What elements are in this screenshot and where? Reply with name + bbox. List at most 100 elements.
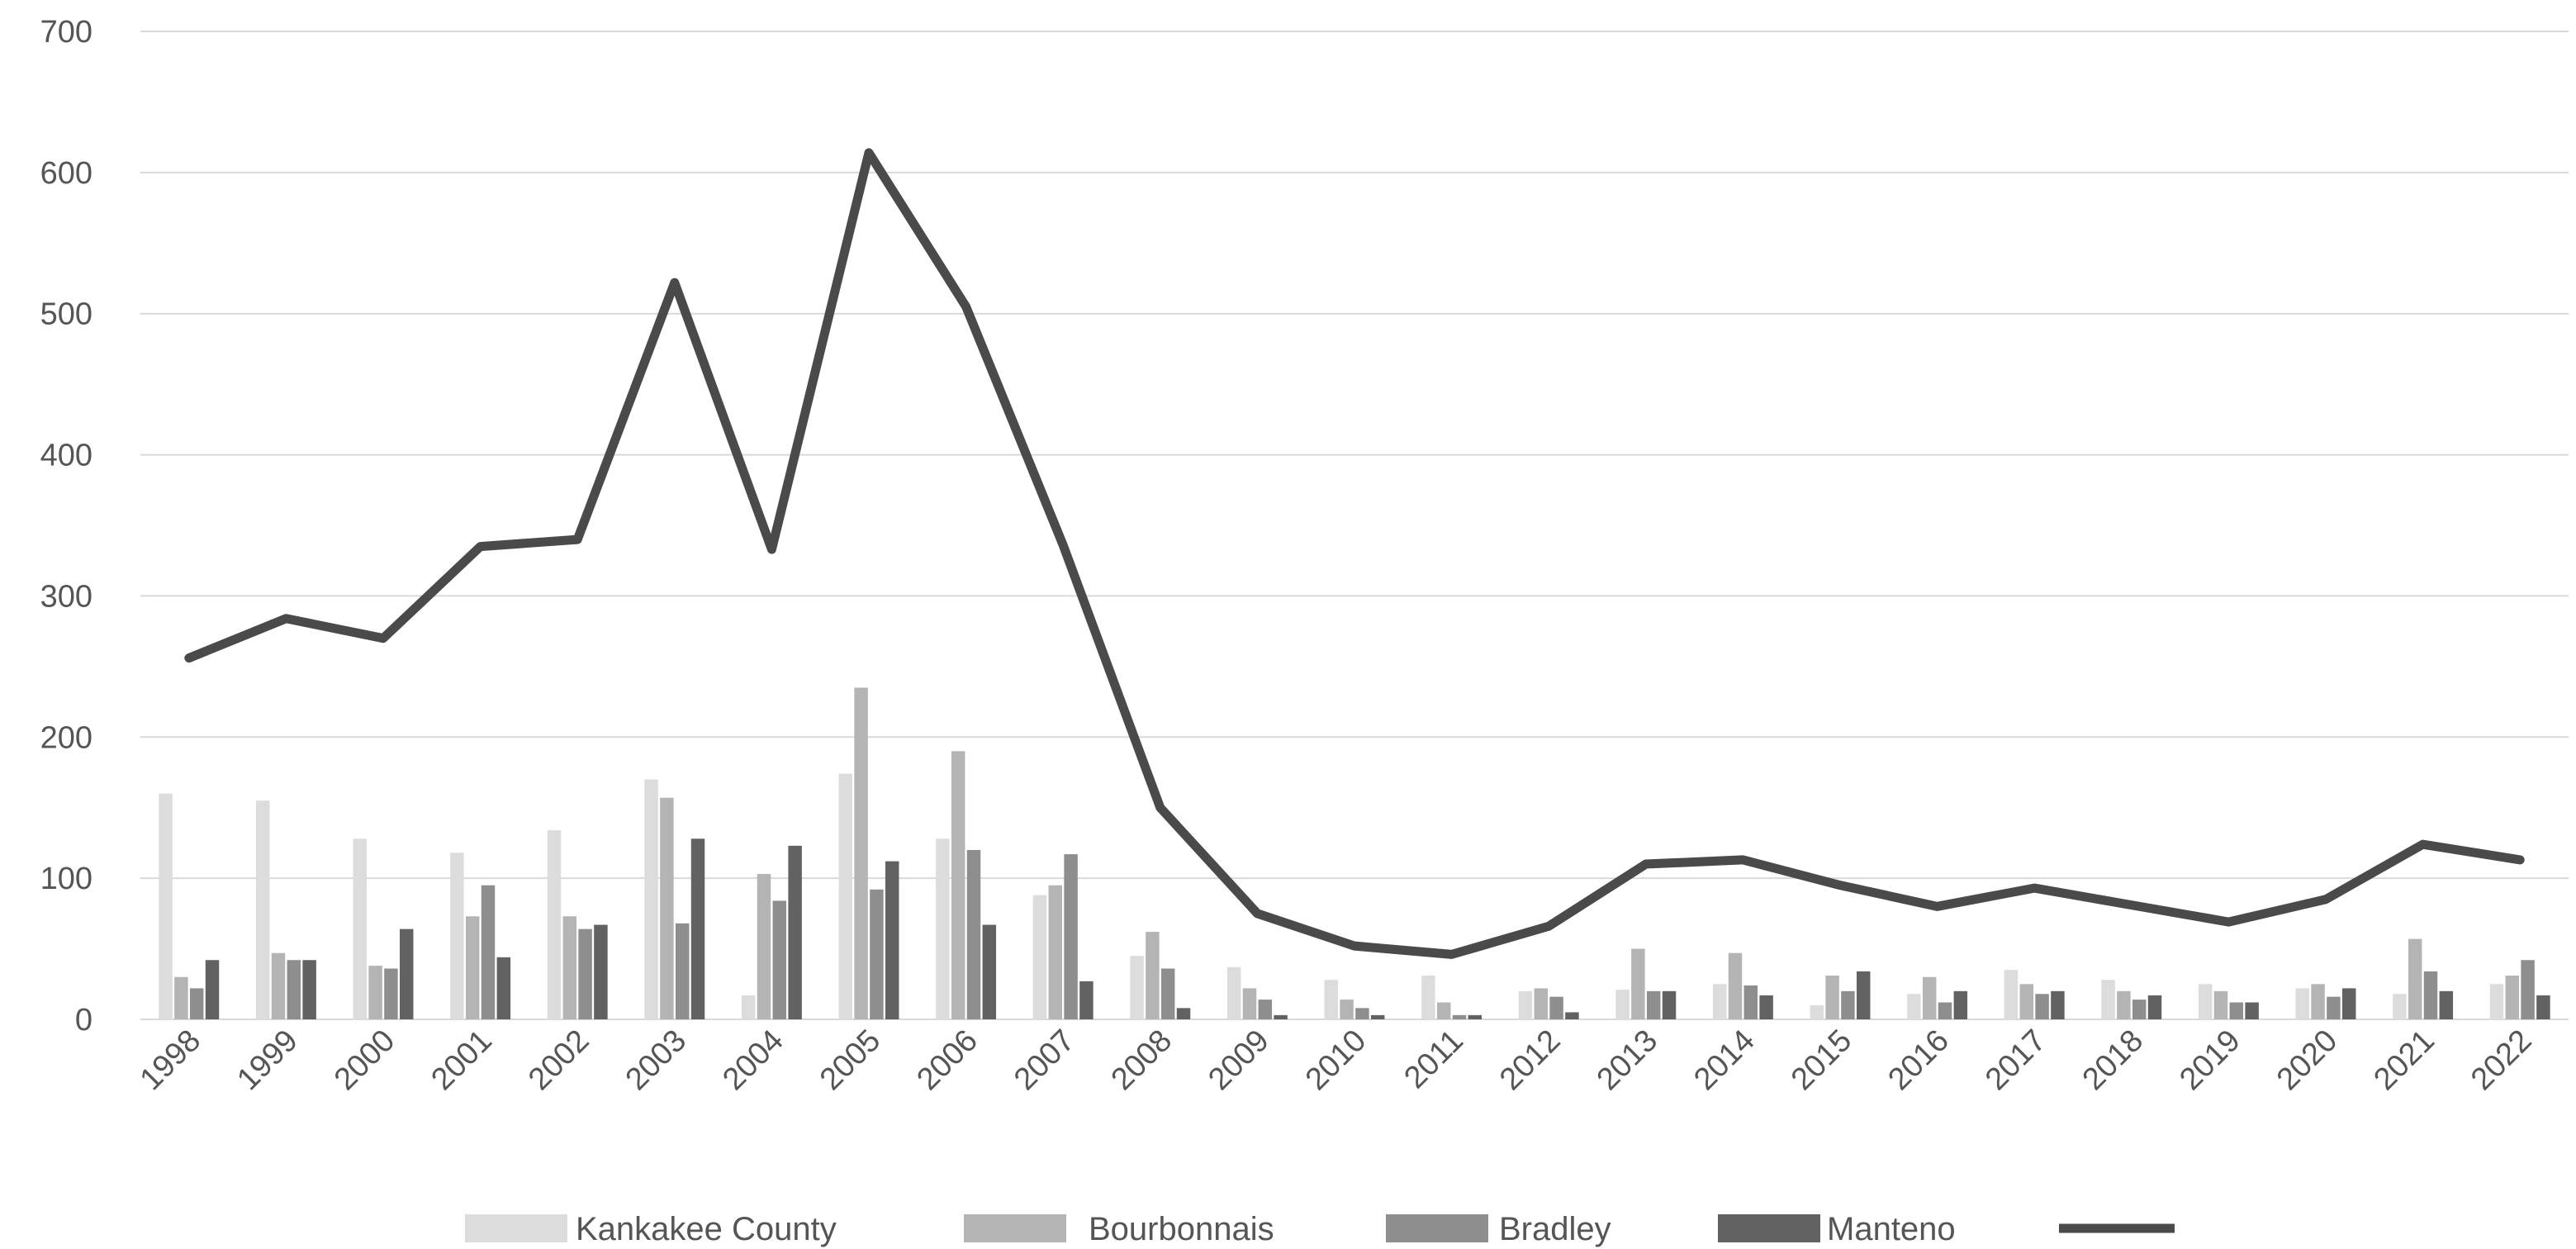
bar (1452, 1014, 1467, 1019)
legend-item: Kankakee County (465, 1211, 837, 1247)
bar (2132, 1000, 2147, 1019)
bar (1160, 968, 1175, 1019)
bar (1079, 981, 1093, 1019)
bar (870, 889, 884, 1019)
x-tick-label: 2018 (2076, 1023, 2150, 1097)
bar (1728, 952, 1743, 1019)
bar (838, 773, 853, 1019)
x-tick-label: 2020 (2270, 1023, 2344, 1097)
bar (2019, 984, 2034, 1019)
bar (1953, 990, 1968, 1019)
bar (302, 960, 316, 1019)
bar (2117, 990, 2131, 1019)
bar (1615, 990, 1630, 1019)
bar (1355, 1008, 1369, 1019)
y-axis-tick-labels: 0 100 200 300 400 500 600 700 (40, 15, 93, 1038)
x-tick-label: 1998 (134, 1023, 207, 1097)
bar (2245, 1002, 2259, 1019)
bar (1242, 988, 1257, 1019)
bar (1032, 895, 1047, 1019)
bar-series-bourbonnais (174, 687, 2520, 1019)
bar (2101, 980, 2115, 1019)
bar (481, 885, 496, 1019)
bar (2311, 984, 2325, 1019)
bar (1810, 1004, 1824, 1019)
x-tick-label: 2017 (1979, 1023, 2052, 1097)
bar (1856, 971, 1871, 1019)
bar (1258, 1000, 1273, 1019)
x-tick-label: 2022 (2465, 1023, 2538, 1097)
bar (1938, 1002, 1952, 1019)
legend-label: Bradley (1499, 1211, 1611, 1247)
bar (2423, 971, 2438, 1019)
legend-swatch (1718, 1214, 1820, 1242)
bar-series-manteno (205, 838, 2550, 1019)
bar (1922, 976, 1937, 1019)
bar (1743, 985, 1758, 1019)
bar (465, 916, 480, 1019)
x-tick-label: 2005 (814, 1023, 887, 1097)
bar (205, 960, 220, 1019)
x-tick-label: 2006 (910, 1023, 984, 1097)
bar (772, 900, 787, 1019)
bar (1226, 966, 1241, 1019)
x-tick-label: 2011 (1397, 1023, 1469, 1095)
bar (1518, 990, 1533, 1019)
bar (1176, 1008, 1191, 1019)
bar (2439, 990, 2454, 1019)
bar (353, 838, 368, 1019)
bar (2521, 960, 2535, 1019)
bar (757, 874, 771, 1019)
x-tick-label: 2019 (2173, 1023, 2246, 1097)
bar (1324, 980, 1339, 1019)
x-tick-label: 2014 (1687, 1023, 1761, 1097)
bar (1436, 1002, 1451, 1019)
bar (2489, 984, 2504, 1019)
bar (1549, 996, 1563, 1019)
bar-series-bradley (189, 849, 2535, 1019)
bar (159, 793, 173, 1019)
legend-swatch (964, 1214, 1066, 1242)
bar (562, 916, 577, 1019)
bar (1841, 990, 1855, 1019)
y-tick-label: 300 (40, 579, 93, 614)
bar (578, 928, 592, 1019)
x-tick-label: 2003 (619, 1023, 693, 1097)
bar (174, 976, 188, 1019)
x-tick-label: 2015 (1785, 1023, 1858, 1097)
y-tick-label: 500 (40, 297, 93, 332)
legend-label: Manteno (1827, 1211, 1956, 1247)
bar (1662, 990, 1677, 1019)
x-tick-label: 2002 (522, 1023, 595, 1097)
bar (1130, 956, 1144, 1019)
bar (271, 952, 286, 1019)
y-tick-label: 700 (40, 15, 93, 50)
x-axis-tick-labels: 1998 1999 2000 2001 2002 2003 2004 2005 2006 2007… (134, 1023, 2539, 1097)
x-tick-label: 2021 (2367, 1023, 2441, 1097)
bar (1712, 984, 1727, 1019)
x-tick-label: 2004 (716, 1023, 790, 1097)
bar (2341, 988, 2356, 1019)
y-tick-label: 0 (75, 1003, 93, 1038)
legend-label: Bourbonnais (1089, 1211, 1274, 1247)
bar (788, 845, 802, 1019)
bar (547, 830, 562, 1019)
bar (255, 800, 270, 1019)
legend-swatch (1386, 1214, 1488, 1242)
bar (1759, 995, 1773, 1019)
x-tick-label: 2008 (1105, 1023, 1179, 1097)
bar (2295, 988, 2310, 1019)
bar (2004, 970, 2019, 1019)
x-tick-label: 2012 (1493, 1023, 1567, 1097)
bar (2408, 938, 2422, 1019)
legend-item: Bradley (1386, 1211, 1611, 1247)
bar (1646, 990, 1661, 1019)
bar (2035, 994, 2049, 1019)
bar (399, 928, 414, 1019)
bar (675, 923, 690, 1019)
bar (2327, 996, 2341, 1019)
bar (2536, 995, 2550, 1019)
bar (644, 779, 658, 1019)
